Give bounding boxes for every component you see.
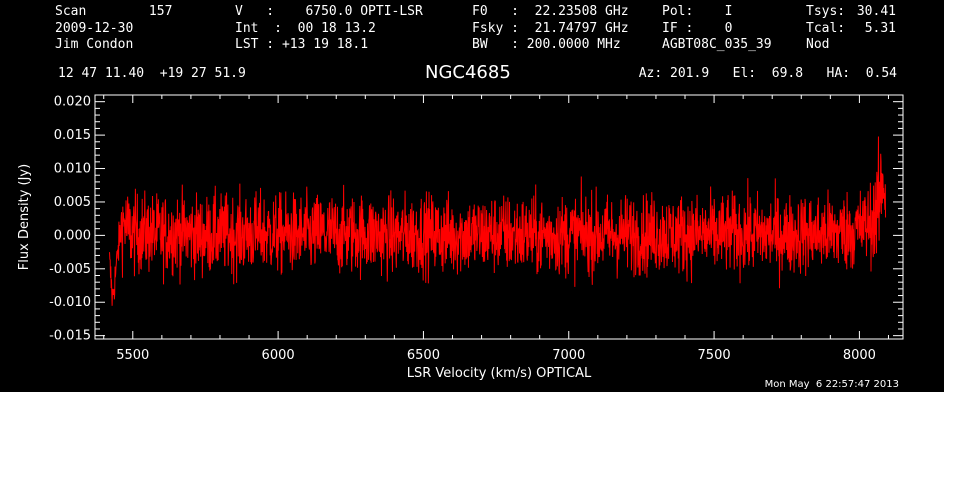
y-tick-label-2: -0.005 <box>49 262 91 277</box>
header-if: IF : 0 <box>662 21 733 36</box>
header-tsys-value: 30.41 <box>856 4 896 19</box>
x-tick-label-2: 6500 <box>407 348 440 363</box>
x-tick-label-0: 5500 <box>116 348 149 363</box>
header-tcal-value: 5.31 <box>864 21 896 36</box>
y-tick-label-7: 0.020 <box>54 95 91 110</box>
header-tcal-label: Tcal: <box>806 21 846 36</box>
header-date: 2009-12-30 <box>55 21 134 36</box>
y-tick-label-6: 0.015 <box>54 128 91 143</box>
x-tick-label-4: 7500 <box>698 348 731 363</box>
header-f0: F0 : 22.23508 GHz <box>472 4 629 19</box>
header-tsys-label: Tsys: <box>806 4 846 19</box>
y-tick-label-3: 0.000 <box>54 228 91 243</box>
header-bandwidth: BW : 200.0000 MHz <box>472 37 621 52</box>
header-pol: Pol: I <box>662 4 733 19</box>
header-lst: LST : +13 19 18.1 <box>235 37 369 52</box>
x-axis: 5500 6000 6500 7000 7500 8000 <box>103 95 889 363</box>
spectrum-trace <box>109 136 887 306</box>
header-pointing: Az: 201.9 El: 69.8 HA: 0.54 <box>638 66 897 81</box>
spectrum-chart: 5500 6000 6500 7000 7500 8000 -0.015-0.010-0.… <box>17 94 904 381</box>
y-tick-label-1: -0.010 <box>49 295 91 310</box>
x-tick-label-5: 8000 <box>843 348 876 363</box>
x-tick-label-1: 6000 <box>262 348 295 363</box>
header-coordinates: 12 47 11.40 +19 27 51.9 <box>58 66 246 81</box>
header-project: AGBT08C_035_39 <box>662 37 772 52</box>
trace-layer <box>109 136 887 306</box>
x-tick-label-3: 7000 <box>552 348 585 363</box>
x-axis-label: LSR Velocity (km/s) OPTICAL <box>407 366 592 381</box>
y-axis-label: Flux Density (Jy) <box>17 164 32 270</box>
timestamp: Mon May 6 22:57:47 2013 <box>764 379 899 390</box>
y-axis: -0.015 -0.010 -0.005 0.000 0.005 0.010 0.015 0.… <box>49 95 903 344</box>
header-fsky: Fsky : 21.74797 GHz <box>472 21 629 36</box>
y-tick-label-4: 0.005 <box>54 195 91 210</box>
header-observer: Jim Condon <box>55 37 134 52</box>
header-scan: Scan 157 <box>55 4 173 19</box>
header-velocity: V : 6750.0 OPTI-LSR <box>235 4 423 19</box>
y-tick-label-5: 0.010 <box>54 162 91 177</box>
header-integration: Int : 00 18 13.2 <box>235 21 376 36</box>
header-procedure: Nod <box>806 37 830 52</box>
plot-panel: Scan 157 2009-12-30 Jim Condon V : 6750.… <box>0 0 944 392</box>
source-title: NGC4685 <box>425 62 511 83</box>
y-tick-label-0: -0.015 <box>49 329 91 344</box>
plot-frame <box>94 94 904 340</box>
